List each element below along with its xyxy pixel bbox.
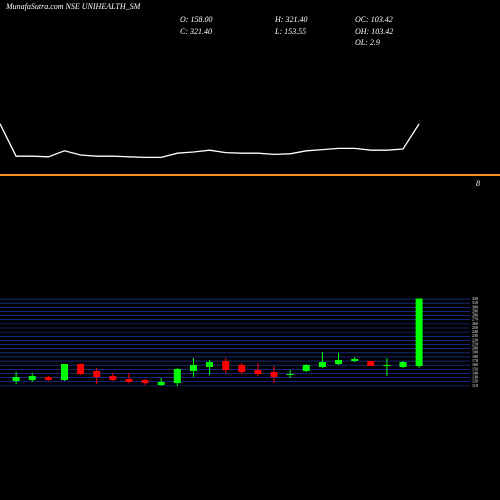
info-label: OH: 103.42 xyxy=(355,27,393,36)
y-tick-label: 290 xyxy=(472,308,478,313)
candle-body xyxy=(173,369,181,384)
candle-body xyxy=(60,364,68,380)
y-tick-label: 200 xyxy=(472,346,478,351)
y-tick-label: 230 xyxy=(472,333,478,338)
y-tick-label: 190 xyxy=(472,350,478,355)
y-tick-label: 300 xyxy=(472,304,478,309)
info-label: OL: 2.9 xyxy=(355,38,380,47)
y-tick-label: 260 xyxy=(472,321,478,326)
y-tick-label: 120 xyxy=(472,379,478,384)
info-label: O: 158.00 xyxy=(180,15,212,24)
candle-body xyxy=(254,369,262,375)
y-tick-label: 310 xyxy=(472,300,478,305)
candle-body xyxy=(351,359,359,361)
info-label: L: 153.55 xyxy=(274,27,306,36)
chart-title: MunafaSutra.com NSE UNIHEALTH_SM xyxy=(5,2,142,11)
y-tick-label: 270 xyxy=(472,317,478,322)
candle-body xyxy=(238,364,246,373)
panel-label: 8 xyxy=(476,179,480,188)
candle-body xyxy=(109,375,117,380)
price-line xyxy=(0,123,420,159)
candle-body xyxy=(93,370,101,378)
candle-body xyxy=(399,362,407,368)
candle-body xyxy=(318,362,326,368)
y-tick-label: 150 xyxy=(472,366,478,371)
info-label: H: 321.40 xyxy=(274,15,307,24)
info-label: C: 321.40 xyxy=(180,27,212,36)
candle-body xyxy=(206,362,214,368)
y-tick-label: 180 xyxy=(472,354,478,359)
candle-body xyxy=(77,364,85,375)
candle-body xyxy=(157,381,165,385)
y-tick-label: 160 xyxy=(472,362,478,367)
y-tick-label: 320 xyxy=(472,296,478,301)
y-tick-label: 210 xyxy=(472,341,478,346)
candle-body xyxy=(222,360,230,370)
candle-body xyxy=(335,359,343,365)
candle-body xyxy=(302,364,310,371)
y-tick-label: 110 xyxy=(472,383,478,388)
candle-body xyxy=(125,379,133,382)
y-tick-label: 240 xyxy=(472,329,478,334)
candle-body xyxy=(28,375,36,380)
candle-body xyxy=(367,360,375,366)
y-tick-label: 140 xyxy=(472,370,478,375)
candle-body xyxy=(383,364,391,366)
y-tick-label: 170 xyxy=(472,358,478,363)
candle-body xyxy=(12,377,20,381)
candle-body xyxy=(44,377,52,380)
candle-body xyxy=(270,372,278,378)
y-tick-label: 220 xyxy=(472,337,478,342)
info-label: OC: 103.42 xyxy=(355,15,393,24)
candle-body xyxy=(189,364,197,371)
candle-body xyxy=(415,298,423,367)
y-tick-label: 130 xyxy=(472,375,478,380)
candle-body xyxy=(286,374,294,376)
y-tick-label: 280 xyxy=(472,313,478,318)
y-tick-label: 250 xyxy=(472,325,478,330)
candle-body xyxy=(141,379,149,384)
